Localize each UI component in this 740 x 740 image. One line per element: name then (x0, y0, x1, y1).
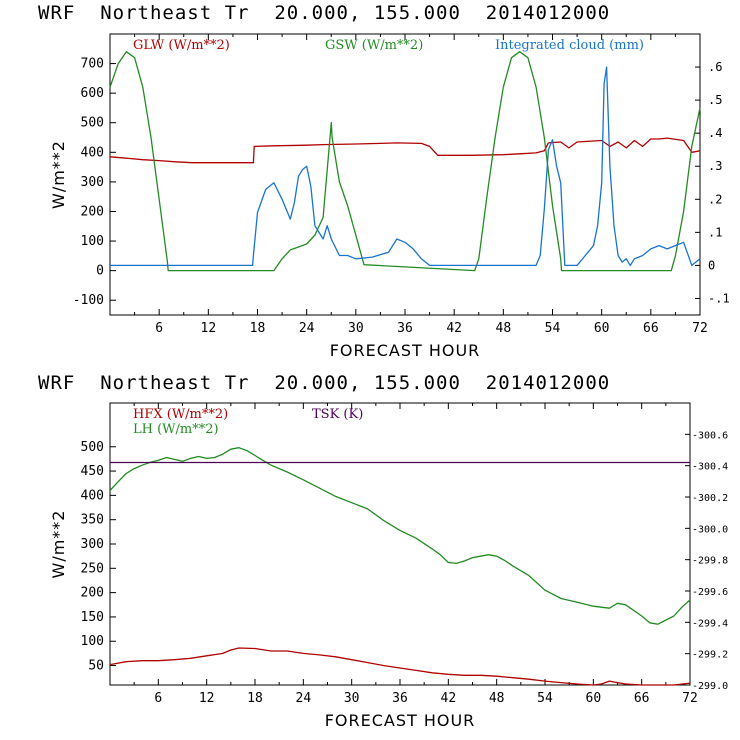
x-tick-label: 72 (692, 321, 708, 336)
legend-entry-2: GSW (W/m**2) (325, 38, 423, 53)
y-tick-label: 600 (81, 86, 104, 101)
x-tick-label: 42 (441, 691, 457, 706)
legend-entry-3: TSK (K) (312, 407, 363, 422)
x-tick-label: 30 (344, 691, 360, 706)
y-tick-label: 300 (81, 537, 104, 552)
legend-entry-1: GLW (W/m**2) (133, 38, 230, 53)
y-tick-label: 400 (81, 488, 104, 503)
chart-title-bottom: WRF Northeast Tr 20.000, 155.000 2014012… (38, 372, 611, 394)
y2-tick-label: -299.0 (692, 681, 728, 692)
y-tick-label: 700 (81, 57, 104, 72)
y2-tick-label: -299.4 (692, 618, 728, 629)
y-axis-label: W/m**2 (49, 140, 68, 209)
chart-panel-2: 6 12 18 24 30 36 42 48 54 60 66 72 50 100 150 200 250 300… (49, 402, 728, 730)
y2-tick-label: .1 (708, 225, 722, 239)
y-tick-label: 100 (81, 634, 104, 649)
y-tick-label: 500 (81, 116, 104, 131)
x-tick-label: 72 (682, 691, 698, 706)
x-tick-label: 18 (250, 321, 266, 336)
x-axis-label: FORECAST HOUR (325, 711, 476, 730)
chart-title-top: WRF Northeast Tr 20.000, 155.000 2014012… (38, 2, 611, 24)
y2-tick-label: -300.6 (692, 430, 728, 441)
y-tick-label: 0 (96, 264, 104, 279)
x-tick-label: 12 (201, 321, 217, 336)
series-line-3 (110, 66, 701, 267)
y2-tick-label: .5 (708, 93, 722, 107)
x-tick-label: 6 (155, 321, 163, 336)
y2-tick-label: .3 (708, 159, 722, 173)
series-line-2 (109, 51, 701, 272)
y2-tick-label: -300.4 (692, 462, 728, 473)
plot-frame (109, 402, 691, 686)
y2-tick-label: -300.2 (692, 493, 728, 504)
x-axis-label: FORECAST HOUR (330, 341, 481, 360)
y2-tick-label: .2 (708, 192, 722, 206)
x-tick-label: 60 (594, 321, 610, 336)
y-tick-label: 100 (81, 234, 104, 249)
y-tick-label: 200 (81, 586, 104, 601)
y-tick-label: 200 (81, 204, 104, 219)
series-line-2 (109, 447, 691, 625)
x-tick-label: 12 (199, 691, 215, 706)
plot-frame (109, 33, 701, 316)
y-axis-label: W/m**2 (49, 510, 68, 579)
y-tick-label: 350 (81, 513, 104, 528)
x-tick-label: 36 (392, 691, 408, 706)
y2-tick-label: 0 (708, 258, 715, 272)
y2-tick-label: -300.0 (692, 524, 728, 535)
y-tick-label: 400 (81, 145, 104, 160)
x-tick-label: 36 (397, 321, 413, 336)
y-tick-label: 450 (81, 464, 104, 479)
y-tick-label: 250 (81, 561, 104, 576)
x-tick-label: 54 (545, 321, 561, 336)
x-tick-label: 48 (496, 321, 512, 336)
y2-tick-label: .4 (708, 126, 722, 140)
x-tick-label: 30 (348, 321, 364, 336)
chart-panel-1: 6 12 18 24 30 36 42 48 54 60 66 72 -100 0 100 200 300 400… (49, 33, 730, 360)
series-line-1 (109, 137, 701, 164)
legend-entry-3: Integrated cloud (mm) (495, 38, 644, 53)
x-tick-label: 48 (489, 691, 505, 706)
series-line-1 (109, 647, 691, 686)
x-tick-label: 42 (446, 321, 462, 336)
y2-tick-label: -299.6 (692, 587, 728, 598)
y-tick-label: 300 (81, 175, 104, 190)
x-tick-label: 66 (634, 691, 650, 706)
y-tick-label: 150 (81, 610, 104, 625)
y-tick-label: 50 (88, 659, 104, 674)
x-tick-label: 18 (247, 691, 263, 706)
x-tick-label: 60 (586, 691, 602, 706)
x-tick-label: 54 (537, 691, 553, 706)
x-tick-label: 66 (643, 321, 659, 336)
y-tick-label: 500 (81, 440, 104, 455)
y2-tick-label: -299.2 (692, 650, 728, 661)
y2-tick-label: .6 (708, 60, 722, 74)
x-tick-label: 6 (154, 691, 162, 706)
legend-entry-1: HFX (W/m**2) (133, 407, 228, 422)
x-tick-label: 24 (296, 691, 312, 706)
legend-entry-2: LH (W/m**2) (133, 422, 219, 437)
y2-tick-label: -299.8 (692, 556, 728, 567)
y2-tick-label: -.1 (708, 291, 730, 305)
x-tick-label: 24 (299, 321, 315, 336)
y-tick-label: -100 (73, 293, 104, 308)
